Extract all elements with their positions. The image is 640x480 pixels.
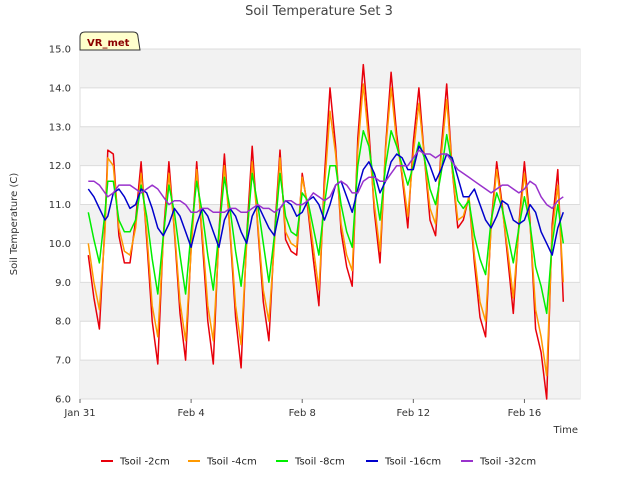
y-axis: 6.0 7.0 8.0 9.0 10.0 11.0 12.0 13.0 14.0 15.0 (49, 45, 71, 406)
x-tick-label: Jan 31 (63, 408, 95, 419)
grid-band (80, 49, 580, 88)
y-tick-label: 12.0 (49, 161, 71, 172)
x-tick-label: Feb 12 (397, 408, 431, 419)
x-tick-label: Feb 4 (177, 408, 204, 419)
grid-band (80, 282, 580, 322)
legend-label: Tsoil -4cm (206, 457, 257, 468)
legend-label: Tsoil -32cm (479, 457, 536, 468)
y-tick-label: 6.0 (55, 395, 71, 406)
grid-band (80, 126, 580, 166)
legend-label: Tsoil -8cm (294, 457, 345, 468)
grid-band (80, 360, 580, 399)
x-tick-label: Feb 16 (508, 408, 542, 419)
y-tick-label: 11.0 (49, 200, 71, 211)
y-tick-label: 13.0 (49, 122, 71, 133)
y-tick-label: 7.0 (55, 356, 71, 367)
legend-label: Tsoil -2cm (119, 457, 170, 468)
series-layer (87, 63, 565, 400)
y-axis-title: Soil Temperature (C) (9, 173, 20, 276)
series-line (87, 145, 565, 256)
series-line (88, 149, 564, 214)
x-tick-label: Feb 8 (289, 408, 316, 419)
y-tick-label: 8.0 (55, 317, 71, 328)
x-axis: Jan 31 Feb 4 Feb 8 Feb 12 Feb 16 (63, 399, 541, 419)
badge-label: VR_met (87, 38, 130, 49)
vr-met-badge: VR_met (79, 31, 141, 51)
legend: Tsoil -2cm Tsoil -4cm Tsoil -8cm Tsoil -16c… (101, 457, 536, 468)
y-tick-label: 14.0 (49, 83, 71, 94)
x-axis-title: Time (553, 425, 578, 436)
y-tick-label: 9.0 (55, 278, 71, 289)
series-line (87, 129, 565, 315)
chart-title: Soil Temperature Set 3 (245, 4, 393, 19)
y-tick-label: 10.0 (49, 239, 71, 250)
y-tick-label: 15.0 (49, 45, 71, 56)
legend-label: Tsoil -16cm (384, 457, 441, 468)
